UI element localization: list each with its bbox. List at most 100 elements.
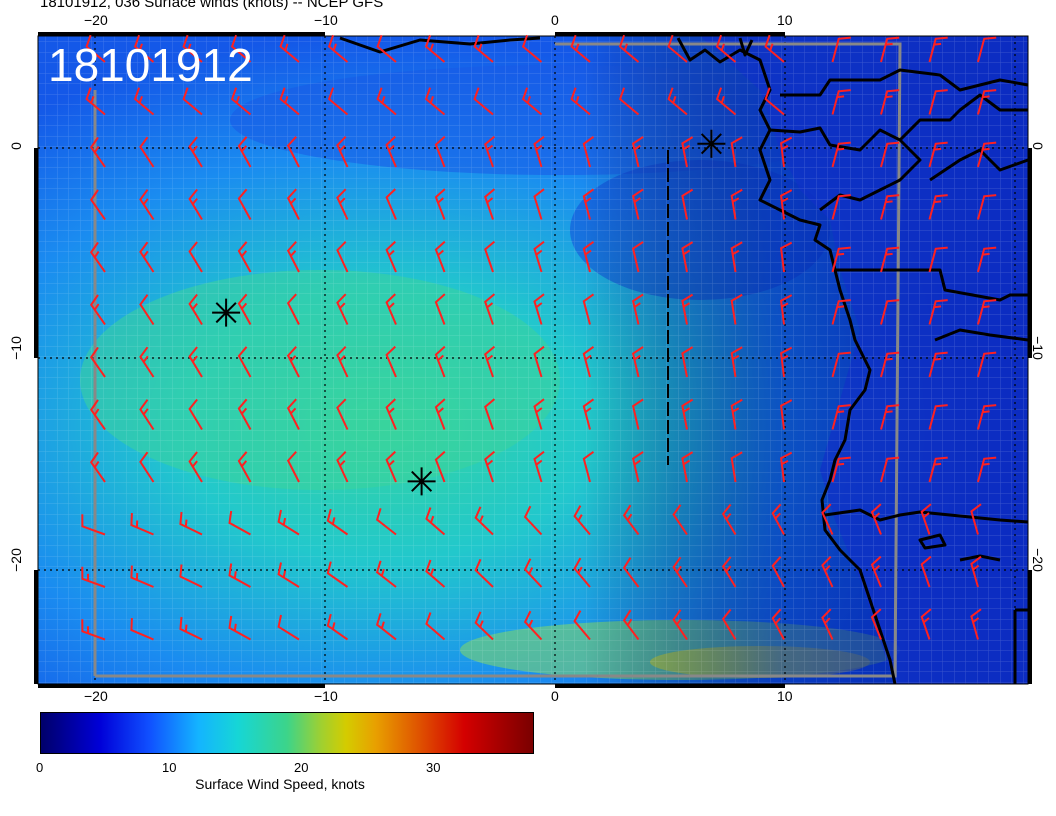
- wind-barb: [672, 556, 688, 588]
- wind-barb: [880, 404, 900, 430]
- wind-barb: [484, 188, 496, 220]
- wind-barb: [771, 608, 785, 640]
- wind-barb: [977, 36, 997, 63]
- storm-center-marker: [697, 129, 726, 158]
- wind-barb: [521, 34, 543, 63]
- wind-barb: [277, 614, 300, 641]
- y-tick-left-3: −20: [7, 548, 24, 572]
- x-tick-top-4: 10: [777, 12, 793, 28]
- wind-barb: [880, 351, 900, 378]
- wind-barb: [681, 346, 694, 378]
- wind-barb: [523, 558, 543, 588]
- wind-barb: [375, 508, 397, 536]
- wind-barb: [237, 451, 252, 483]
- wind-barb: [870, 555, 882, 588]
- wind-barb: [721, 503, 737, 536]
- wind-barb: [870, 503, 882, 535]
- wind-barb: [279, 87, 300, 116]
- wind-barb: [326, 561, 349, 588]
- wind-barb: [228, 510, 251, 536]
- wind-barb: [831, 299, 851, 325]
- wind-barb: [928, 89, 948, 115]
- wind-barb: [230, 87, 252, 116]
- wind-barb: [434, 240, 446, 273]
- wind-barb: [89, 136, 106, 168]
- wind-barb: [667, 87, 688, 116]
- y-tick-left-1: 0: [7, 142, 24, 150]
- wind-barb: [780, 294, 793, 325]
- wind-barb: [831, 89, 851, 115]
- wind-barb: [85, 87, 106, 116]
- wind-barb: [336, 136, 349, 168]
- wind-barb: [424, 34, 446, 63]
- wind-barb: [326, 508, 349, 536]
- wind-barb: [484, 135, 496, 168]
- wind-barb: [631, 293, 644, 325]
- wind-barb: [139, 241, 155, 273]
- wind-barb: [928, 36, 948, 63]
- wind-barb: [672, 609, 688, 641]
- map-title: 18101912, 036 Surface winds (knots) -- N…: [40, 0, 384, 11]
- y-tick-right-2: −10: [1029, 336, 1046, 360]
- map-border: [34, 32, 1032, 688]
- wind-barb: [81, 514, 106, 536]
- wind-barb: [237, 188, 252, 220]
- wind-barb: [780, 136, 793, 168]
- wind-barb: [286, 451, 300, 483]
- wind-barb: [521, 87, 543, 116]
- wind-barb: [474, 506, 494, 536]
- y-tick-left-2: −10: [7, 336, 24, 360]
- wind-barb: [970, 608, 982, 640]
- storm-markers: [212, 129, 726, 496]
- wind-barb: [336, 241, 349, 273]
- wind-barb: [721, 556, 737, 588]
- wind-barb: [188, 188, 203, 221]
- wind-barb: [385, 293, 397, 325]
- wind-barb: [715, 34, 737, 63]
- wind-barb: [622, 504, 640, 536]
- wind-barb: [533, 293, 545, 325]
- wind-barb: [286, 293, 300, 325]
- x-tick-bottom-2: −10: [314, 688, 338, 704]
- wind-barb: [977, 299, 997, 325]
- wind-barb: [182, 87, 203, 116]
- wind-barb: [570, 87, 591, 116]
- wind-barb: [237, 346, 252, 378]
- wind-barb: [385, 188, 397, 220]
- wind-barb: [681, 293, 694, 325]
- wind-barb: [928, 141, 948, 168]
- wind-barb: [771, 503, 785, 535]
- wind-barb: [573, 557, 591, 588]
- wind-barb: [130, 618, 154, 641]
- wind-barb: [977, 194, 997, 220]
- colorbar: [40, 712, 534, 754]
- wind-barb: [920, 503, 932, 535]
- wind-barb: [672, 504, 688, 536]
- wind-barb: [880, 246, 900, 273]
- wind-barb: [139, 399, 155, 431]
- wind-barb: [425, 507, 446, 536]
- wind-barb: [870, 608, 882, 640]
- wind-barb: [133, 87, 155, 116]
- wind-barb: [237, 293, 252, 325]
- wind-barb: [89, 346, 106, 378]
- wind-barb: [780, 346, 793, 378]
- wind-barb: [831, 404, 851, 430]
- wind-barb: [277, 562, 300, 588]
- wind-barb: [484, 345, 496, 378]
- wind-barb: [780, 399, 793, 430]
- wind-barb: [764, 34, 785, 63]
- date-stamp: 18101912: [48, 39, 253, 91]
- wind-barb: [434, 450, 446, 483]
- wind-barb: [764, 87, 785, 116]
- colorbar-tick-0: 0: [36, 760, 44, 775]
- wind-barb: [730, 293, 743, 325]
- wind-barb: [533, 398, 545, 430]
- wind-barb: [631, 398, 644, 430]
- wind-barb: [336, 451, 349, 483]
- storm-center-marker: [212, 298, 241, 327]
- wind-barb: [327, 34, 349, 63]
- wind-barb: [920, 608, 932, 640]
- wind-barb: [424, 87, 446, 116]
- wind-barb: [582, 188, 595, 220]
